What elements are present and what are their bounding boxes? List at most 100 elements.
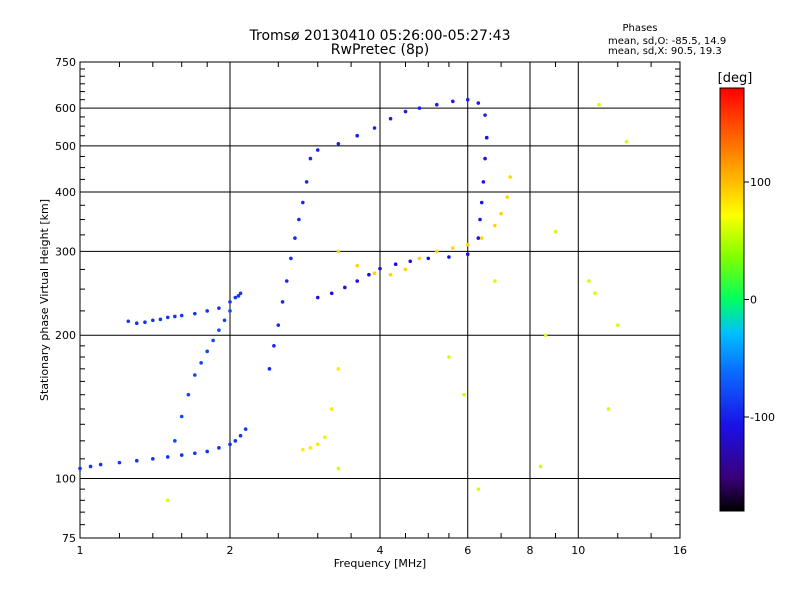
- data-point: [408, 259, 413, 264]
- data-point: [165, 498, 170, 503]
- data-point: [205, 449, 209, 454]
- data-point: [493, 279, 497, 283]
- data-point: [186, 392, 191, 397]
- data-point: [243, 427, 248, 431]
- legend-line-x: mean, sd,X: 90.5, 19.3: [608, 46, 722, 57]
- colorbar-ticks: 100 0 -100: [744, 176, 775, 424]
- data-point: [217, 328, 221, 332]
- colorbar: [719, 87, 745, 512]
- data-point: [417, 256, 422, 261]
- data-point: [233, 439, 238, 443]
- legend-line-o: mean, sd,O: -85.5, 14.9: [608, 36, 726, 47]
- data-point: [336, 367, 341, 371]
- data-point: [336, 249, 341, 254]
- data-point: [205, 349, 209, 354]
- data-point: [372, 126, 377, 130]
- data-point: [193, 311, 197, 316]
- data-point: [493, 223, 497, 228]
- data-point: [481, 180, 486, 184]
- data-point: [543, 333, 548, 338]
- data-point: [173, 314, 177, 319]
- x-tick-label: 2: [227, 544, 234, 557]
- data-point: [211, 338, 215, 343]
- x-axis-label: Frequency [MHz]: [334, 557, 426, 570]
- data-point: [499, 211, 503, 216]
- chart-title: Tromsø 20130410 05:26:00-05:27:43: [249, 28, 511, 44]
- y-tick-label: 600: [55, 102, 76, 115]
- data-point: [228, 300, 232, 304]
- data-point: [88, 464, 93, 469]
- data-point: [476, 101, 481, 105]
- data-point: [193, 373, 197, 377]
- data-point: [329, 407, 334, 411]
- data-point: [301, 200, 305, 205]
- data-point: [355, 279, 359, 283]
- data-point: [289, 256, 293, 261]
- data-point: [276, 323, 281, 327]
- colorbar-label: [deg]: [718, 71, 753, 86]
- data-point: [323, 435, 327, 440]
- data-point: [308, 446, 313, 450]
- data-point: [336, 466, 341, 471]
- data-point: [447, 255, 451, 259]
- data-point: [505, 195, 509, 199]
- data-point: [403, 267, 408, 272]
- data-point: [483, 156, 487, 161]
- data-point: [434, 102, 439, 107]
- data-point: [483, 113, 487, 117]
- y-tick-label: 100: [55, 473, 76, 486]
- data-point: [403, 109, 408, 114]
- data-point: [479, 236, 484, 240]
- data-point: [173, 439, 177, 443]
- data-point: [417, 106, 422, 110]
- data-point: [343, 285, 347, 290]
- data-point: [143, 320, 147, 325]
- data-point: [606, 407, 611, 411]
- y-tick-label: 75: [62, 532, 76, 545]
- data-point: [222, 318, 227, 323]
- data-point: [315, 148, 320, 152]
- data-point: [151, 318, 155, 323]
- data-point: [280, 300, 285, 304]
- data-point: [465, 97, 470, 102]
- data-point: [538, 464, 543, 469]
- x-tick-label: 10: [571, 544, 585, 557]
- data-point: [78, 466, 82, 471]
- y-tick-label: 400: [55, 186, 76, 199]
- data-point: [179, 313, 184, 318]
- data-point: [447, 355, 451, 359]
- data-point: [304, 180, 309, 184]
- y-tick-label: 200: [55, 329, 76, 342]
- colorbar-tick-label: 100: [750, 176, 771, 189]
- data-point: [272, 344, 276, 348]
- data-point: [117, 460, 122, 465]
- data-point: [476, 236, 481, 240]
- data-point: [615, 323, 620, 327]
- data-point: [484, 135, 489, 140]
- data-point: [479, 200, 484, 205]
- data-point: [293, 236, 297, 240]
- data-point: [165, 455, 170, 459]
- data-point: [388, 272, 393, 277]
- data-point: [165, 315, 170, 320]
- legend-title: Phases: [622, 23, 657, 34]
- data-point: [465, 242, 470, 247]
- data-point: [367, 272, 371, 277]
- data-point: [126, 319, 131, 324]
- data-point: [372, 271, 377, 276]
- data-point: [228, 442, 232, 447]
- data-point: [179, 453, 184, 457]
- data-point: [336, 141, 341, 146]
- data-point: [233, 295, 238, 300]
- data-point: [134, 321, 139, 325]
- data-point: [297, 217, 301, 222]
- data-point: [315, 442, 320, 447]
- data-point: [451, 99, 455, 104]
- data-point: [355, 133, 359, 138]
- y-tick-label: 300: [55, 245, 76, 258]
- data-point: [355, 263, 359, 268]
- data-point: [284, 279, 289, 283]
- data-point: [508, 175, 512, 179]
- data-point: [478, 217, 482, 222]
